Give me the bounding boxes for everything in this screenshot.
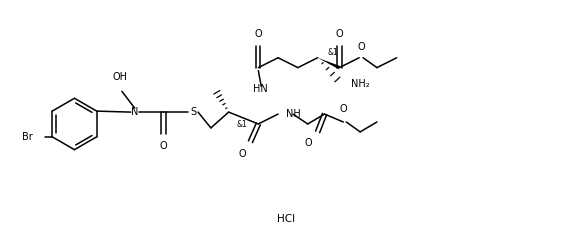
- Text: O: O: [336, 29, 343, 39]
- Text: O: O: [255, 29, 262, 39]
- Text: OH: OH: [113, 72, 128, 83]
- Text: Br: Br: [22, 132, 33, 142]
- Text: HN: HN: [253, 84, 268, 94]
- Polygon shape: [317, 58, 340, 69]
- Text: O: O: [239, 149, 247, 159]
- Text: S: S: [190, 107, 196, 117]
- Text: HCl: HCl: [277, 214, 295, 224]
- Text: O: O: [340, 104, 347, 114]
- Text: N: N: [131, 107, 138, 117]
- Text: &1: &1: [328, 48, 338, 57]
- Text: &1: &1: [237, 120, 247, 129]
- Text: O: O: [304, 138, 312, 148]
- Text: NH₂: NH₂: [351, 79, 370, 90]
- Text: NH: NH: [286, 109, 301, 119]
- Text: O: O: [160, 141, 167, 151]
- Text: O: O: [358, 42, 365, 52]
